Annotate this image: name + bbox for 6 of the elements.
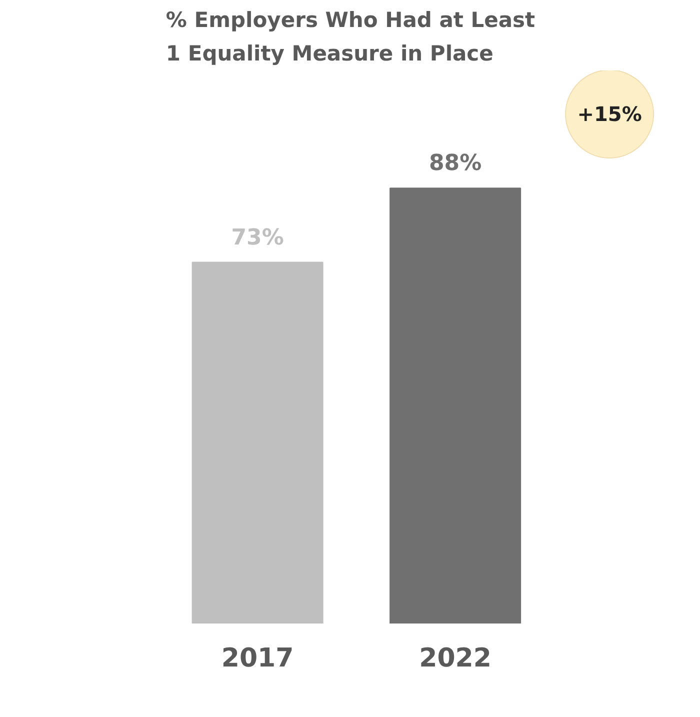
data-label: 88% xyxy=(428,151,482,176)
x-tick-label: 2022 xyxy=(419,644,492,674)
data-label: 73% xyxy=(231,225,284,250)
chart-title: % Employers Who Had at Least 1 Equality Measure in Place xyxy=(166,8,536,66)
text: +15% xyxy=(577,102,642,126)
x-tick-label: 2017 xyxy=(221,644,294,674)
